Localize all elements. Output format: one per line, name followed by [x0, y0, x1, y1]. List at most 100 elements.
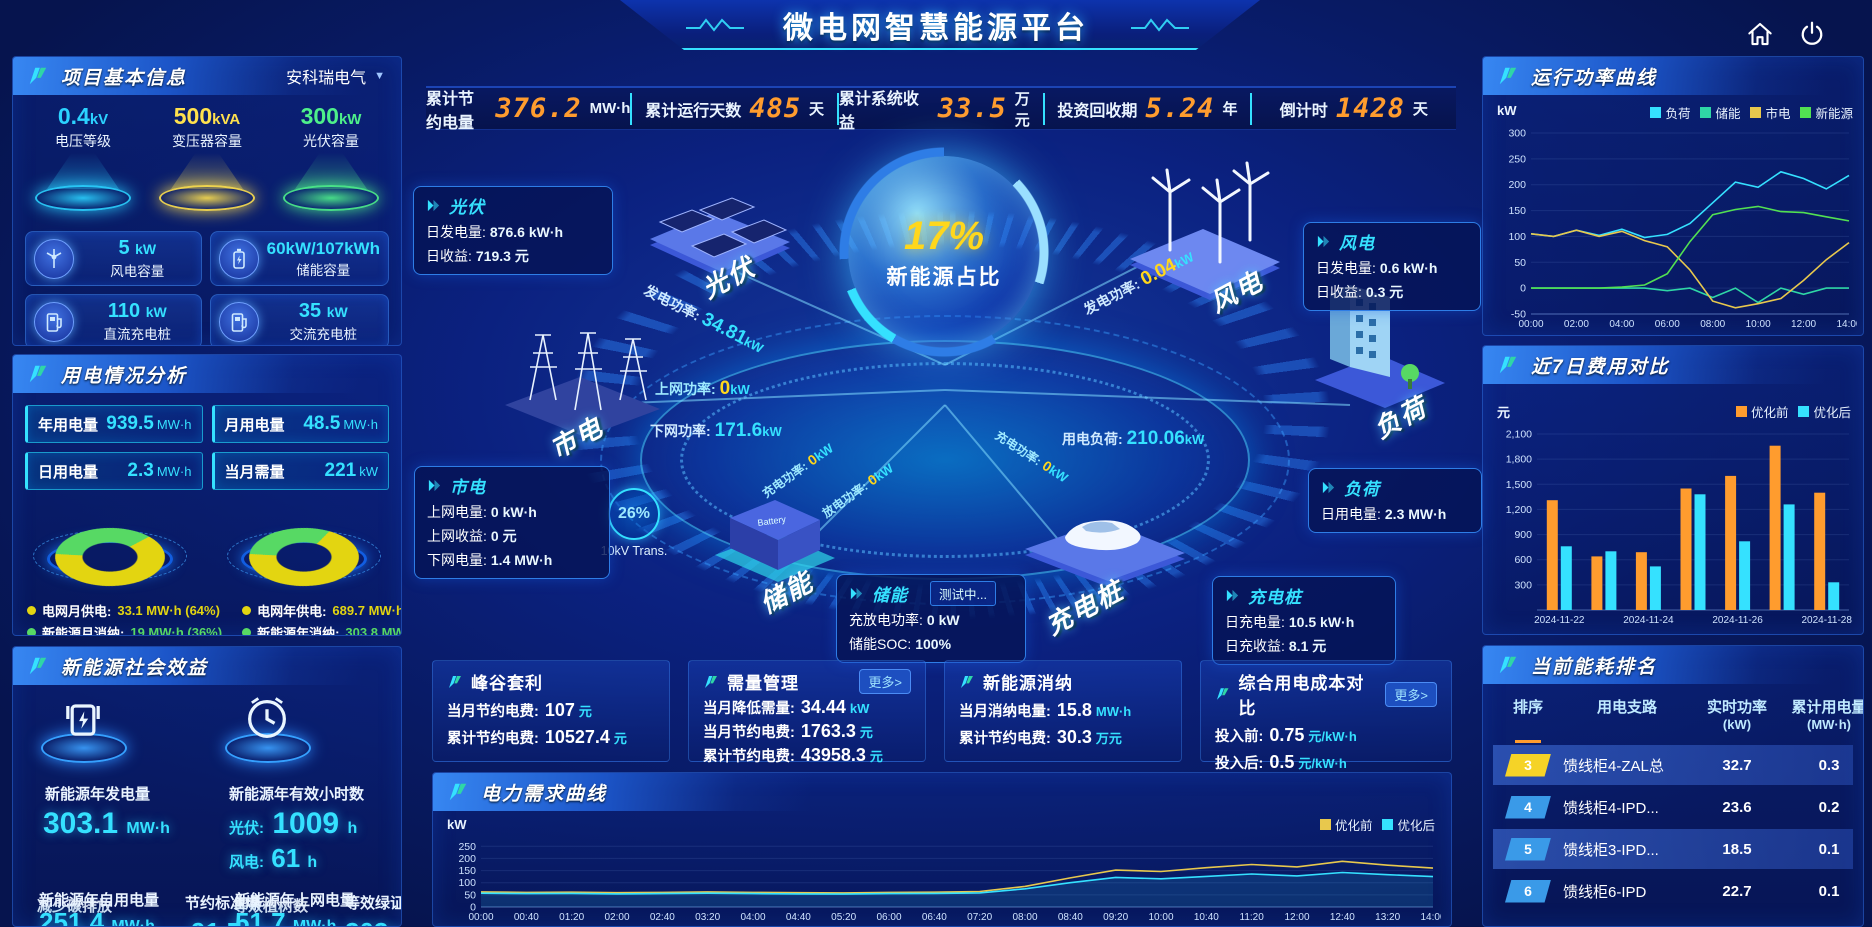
svg-text:07:20: 07:20 [967, 912, 992, 923]
panel-corner-icon [1216, 688, 1229, 700]
svg-text:12:00: 12:00 [1284, 912, 1309, 923]
kpi-unit: 天 [809, 101, 825, 118]
pv-hours: 光伏: 1009 h [229, 807, 358, 840]
transformer-load-label: 10kV Trans. [600, 544, 668, 558]
to-grid-label: 新能源年上网电量 [235, 892, 356, 909]
svg-text:2,100: 2,100 [1506, 429, 1532, 441]
panel-corner-icon [449, 783, 467, 801]
legend-swatch [1800, 107, 1812, 118]
cost-compare-chart: 300 600 900 1,200 1,500 1,800 2,100 2024-11-22 2… [1506, 429, 1853, 627]
power-icon[interactable] [1794, 16, 1830, 52]
legend-dot [242, 628, 252, 635]
month-supply-donut [25, 500, 195, 596]
rank-badge: 4 [1505, 795, 1551, 819]
panel-usage-analysis: 用电情况分析 年用电量 939.5 MW·h 月用电量 48.5 MW·h 日用电量 2.… [12, 354, 402, 636]
svg-text:1,800: 1,800 [1506, 454, 1532, 466]
svg-text:-50: -50 [1511, 309, 1526, 321]
self-use-value: 251.4 MW·h [39, 907, 155, 927]
svg-text:04:00: 04:00 [740, 912, 765, 923]
svg-text:100: 100 [1508, 231, 1526, 243]
svg-text:250: 250 [1508, 153, 1526, 165]
svg-text:01:20: 01:20 [559, 912, 584, 923]
table-row[interactable]: 3 馈线柜4-ZAL总 32.7 0.3 [1493, 745, 1853, 785]
load-info-box: 负荷 日用电量: 2.3 MW·h [1308, 468, 1482, 533]
svg-text:1,500: 1,500 [1506, 479, 1532, 491]
kpi-value: 5.24 [1145, 93, 1215, 124]
company-dropdown[interactable]: 安科瑞电气 ▼ [286, 64, 385, 88]
kpi-saved-energy: 累计节约电量 376.2 MW·h [426, 91, 631, 132]
panel-corner-icon [961, 675, 973, 688]
panel-corner-icon [29, 657, 47, 675]
lightning-deco-right [1131, 18, 1189, 32]
kpi-unit: MW·h [589, 100, 631, 117]
dc-charger-card: 110 kW 直流充电桩 [25, 294, 202, 345]
battery-icon [218, 238, 259, 279]
svg-text:50: 50 [464, 889, 476, 901]
generation-icon [66, 704, 100, 736]
lightning-deco-left [686, 18, 744, 32]
pv-node [650, 197, 790, 278]
svg-text:2024-11-22: 2024-11-22 [1534, 615, 1585, 626]
pv-capacity: 300kW 光伏容量 [272, 103, 390, 221]
chevron-down-icon: ▼ [374, 70, 385, 82]
panel-corner-icon [29, 365, 47, 383]
svg-text:200: 200 [458, 853, 476, 865]
more-button[interactable]: 更多> [859, 669, 911, 694]
table-row[interactable]: 6 馈线柜6-IPD 22.7 0.1 [1493, 871, 1853, 911]
kpi-revenue: 累计系统收益 33.5 万元 [836, 91, 1043, 132]
kpi-payback: 投资回收期 5.24 年 [1043, 92, 1249, 125]
social-benefit-body: 新能源年发电量 303.1 MW·h 新能源年有效小时数 光伏: 1009 h … [13, 685, 401, 927]
demand-legend: 优化前 优化后 [1319, 815, 1435, 834]
hours-label: 新能源年有效小时数 [229, 786, 365, 803]
certs-label: 等效绿证数 [345, 895, 401, 912]
usage-metrics: 年用电量 939.5 MW·h 月用电量 48.5 MW·h 日用电量 2.3 MW·h 当… [13, 393, 401, 494]
panel-energy-ranking: 当前能耗排名 排序 用电支路 实时功率 (kW) 累计用电量 (MW·h) 3 馈线… [1482, 645, 1864, 927]
storage-info-box: 储能 测试中... 充放电功率: 0 kW 储能SOC: 100% [836, 574, 1026, 663]
svg-text:06:00: 06:00 [876, 912, 901, 923]
card-cost-compare: 综合用电成本对比 更多> 投入前: 0.75 元/kW·h 投入后: 0.5 元/kW·h [1200, 660, 1452, 772]
to-grid-value: 51.7 MW·h [235, 907, 337, 927]
table-row[interactable]: 5 馈线柜3-IPD... 18.5 0.1 [1493, 829, 1853, 869]
renewable-share-value: 17% [903, 213, 985, 258]
panel-corner-icon [1499, 356, 1517, 374]
kpi-label: 累计系统收益 [838, 90, 919, 132]
self-use-label: 新能源年自用电量 [39, 892, 160, 909]
coal-label: 节约标准煤 [185, 895, 261, 912]
ranking-pager-dash [1515, 740, 1541, 743]
legend-swatch [1700, 107, 1712, 118]
svg-text:06:40: 06:40 [922, 912, 947, 923]
kpi-unit: 万元 [1014, 90, 1030, 129]
svg-text:05:20: 05:20 [831, 912, 856, 923]
grid-info-box: 市电 上网电量: 0 kW·h 上网收益: 0 元 下网电量: 1.4 MW·h [414, 466, 610, 579]
kpi-run-days: 累计运行天数 485 天 [630, 92, 836, 125]
panel-title: 运行功率曲线 [1531, 67, 1658, 89]
wind-node [1130, 161, 1280, 300]
home-icon[interactable] [1742, 16, 1778, 52]
ev-charger-node [1025, 520, 1185, 587]
panel-corner-icon [29, 67, 47, 85]
more-button[interactable]: 更多> [1385, 681, 1437, 707]
legend-dot [242, 606, 252, 615]
panel-corner-icon [705, 675, 717, 688]
metric-day-usage: 日用电量 2.3 MW·h [25, 452, 203, 490]
card-demand-mgmt: 需量管理 更多> 当月降低需量: 34.44 kW 当月节约电费: 1763.3 元 累计… [688, 660, 926, 765]
svg-text:0: 0 [470, 902, 476, 914]
co2-label: 减少碳排放 [37, 898, 113, 915]
capacity-cards: 5 kW 风电容量 60kW/107kWh 储能容量 110 kW 直流充电桩 35 … [13, 221, 401, 345]
panel-title: 用电情况分析 [61, 365, 188, 387]
card-renewable-consumption: 新能源消纳 当月消纳电量: 15.8 MW·h 累计节约电费: 30.3 万元 [944, 660, 1182, 762]
branch-name: 馈线柜4-ZAL总 [1563, 757, 1664, 775]
panel-title: 近7日费用对比 [1531, 356, 1670, 378]
realtime-power: 23.6 [1722, 798, 1752, 816]
svg-text:08:00: 08:00 [1700, 319, 1725, 330]
kpi-unit: 年 [1222, 101, 1238, 118]
svg-text:Battery: Battery [757, 514, 787, 528]
legend-swatch [1735, 406, 1747, 417]
svg-text:0: 0 [1520, 283, 1526, 295]
transformer-load-value: 26% [608, 488, 660, 540]
svg-text:900: 900 [1514, 529, 1532, 541]
panel-project-info: 项目基本信息 安科瑞电气 ▼ 0.4kV 电压等级 500kVA 变压器容量 300k… [12, 56, 402, 346]
table-row[interactable]: 4 馈线柜4-IPD... 23.6 0.2 [1493, 787, 1853, 827]
renewable-share-orb: 17% 新能源占比 [848, 156, 1040, 348]
gen-label: 新能源年发电量 [45, 786, 151, 803]
